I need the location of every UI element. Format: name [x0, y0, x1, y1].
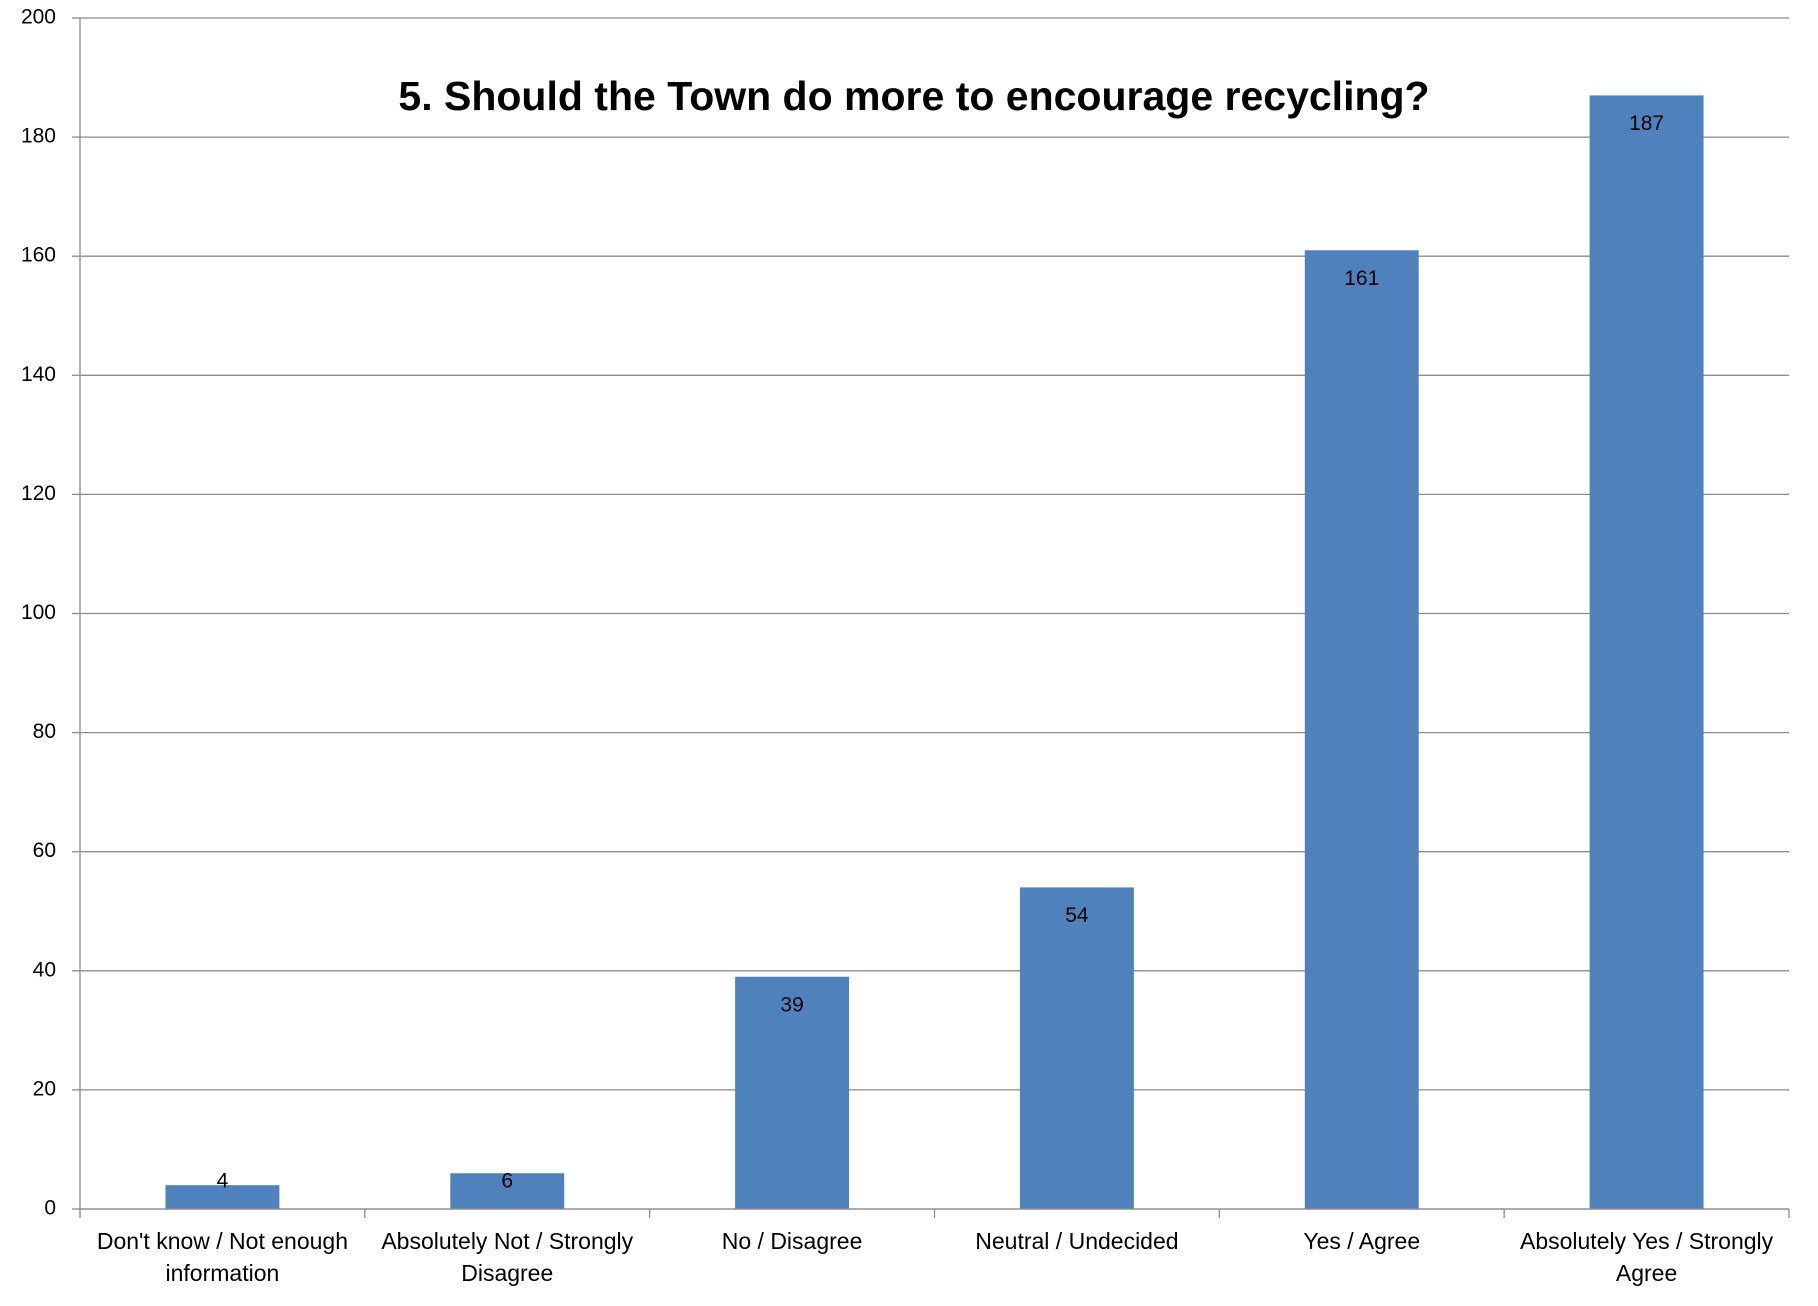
- x-tick-label: Absolutely Yes / Strongly Agree: [1519, 1228, 1774, 1286]
- y-tick-label: 40: [33, 958, 56, 981]
- data-label: 6: [501, 1170, 513, 1193]
- bar: [165, 1185, 280, 1209]
- y-tick-label: 120: [21, 482, 56, 505]
- bar: [1304, 250, 1419, 1209]
- bar: [1589, 95, 1704, 1209]
- data-label: 161: [1344, 267, 1379, 290]
- x-tick-label: Neutral / Undecided: [975, 1228, 1179, 1254]
- x-tick-label: Absolutely Not / Strongly Disagree: [381, 1228, 634, 1286]
- data-label: 54: [1065, 904, 1089, 927]
- y-tick-label: 80: [33, 720, 56, 743]
- data-label: 39: [780, 993, 803, 1016]
- data-label: 4: [217, 1170, 229, 1193]
- y-tick-label: 160: [21, 244, 56, 267]
- y-tick-label: 200: [21, 6, 56, 29]
- bar: [1019, 887, 1134, 1209]
- data-label: 187: [1629, 112, 1664, 135]
- y-tick-label: 0: [44, 1197, 56, 1220]
- x-tick-label: No / Disagree: [721, 1228, 863, 1254]
- bar: [735, 976, 850, 1209]
- y-tick-label: 20: [33, 1077, 56, 1100]
- y-tick-label: 100: [21, 601, 56, 624]
- x-tick-label: Yes / Agree: [1303, 1228, 1421, 1254]
- y-tick-label: 60: [33, 839, 56, 862]
- chart-title: 5. Should the Town do more to encourage …: [398, 73, 1429, 119]
- x-tick-label: Don't know / Not enough information: [96, 1228, 348, 1286]
- y-tick-label: 180: [21, 125, 56, 148]
- y-tick-label: 140: [21, 363, 56, 386]
- bar: [450, 1173, 565, 1209]
